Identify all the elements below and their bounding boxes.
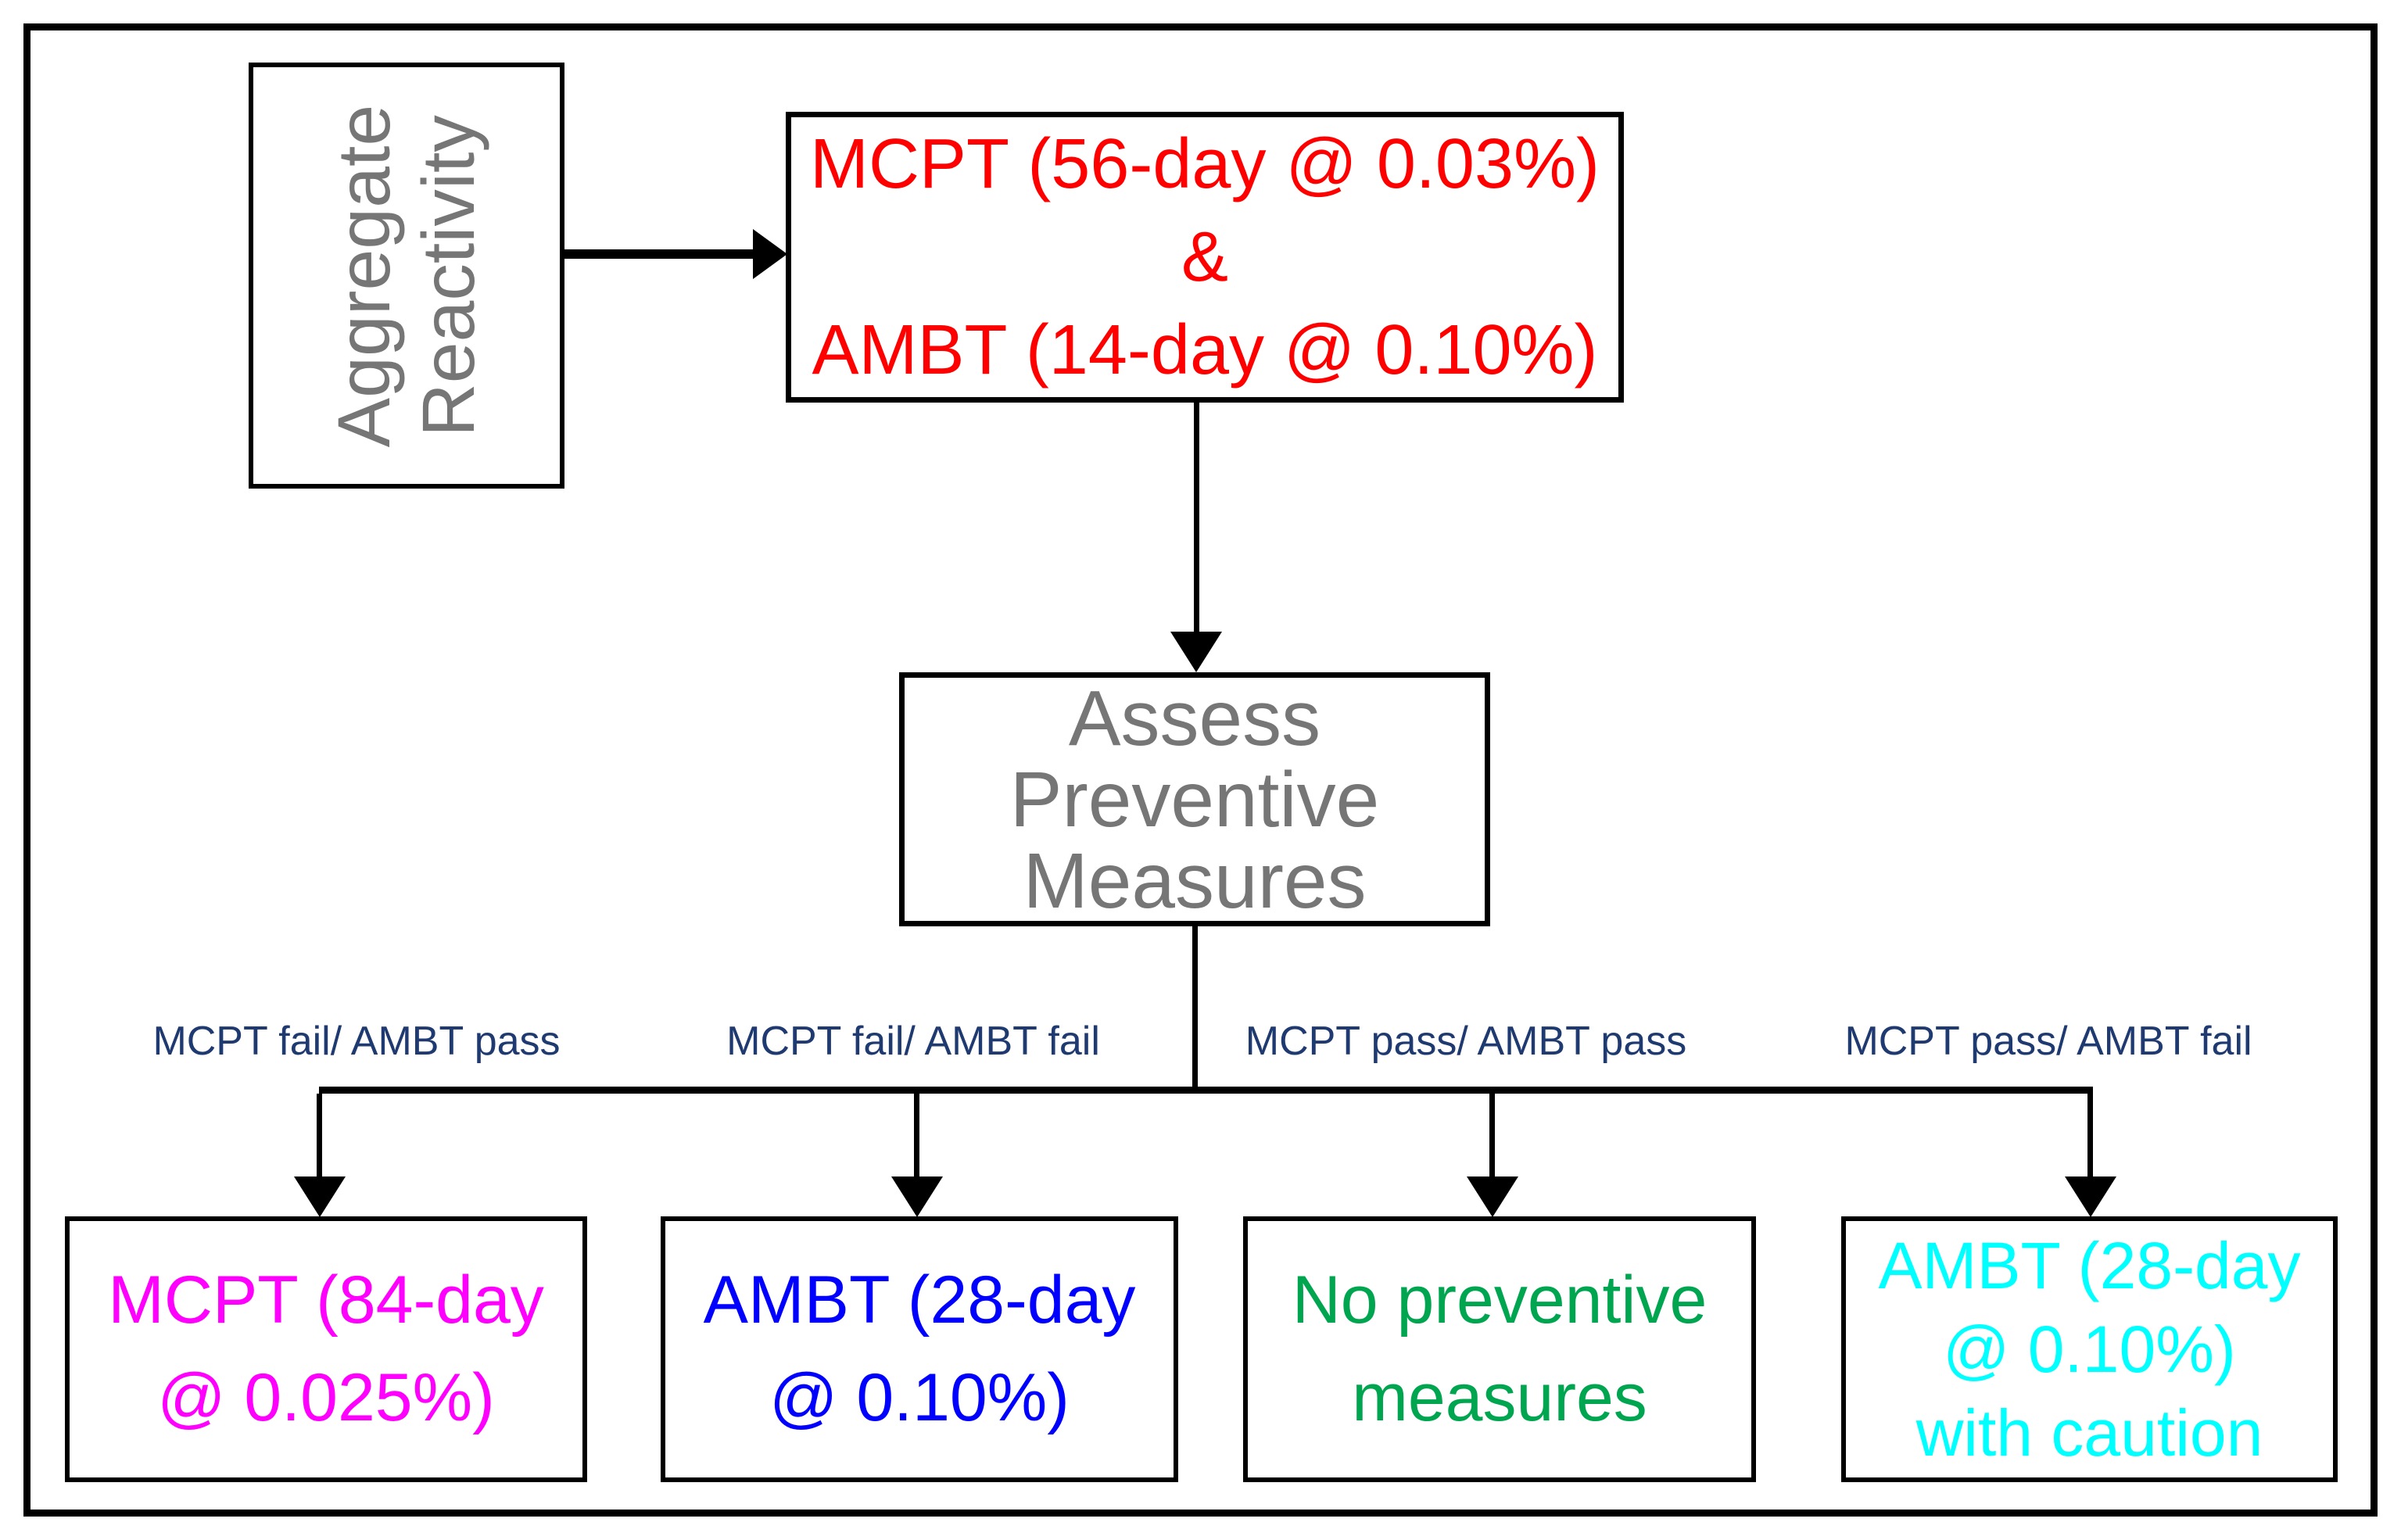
arrow-down-icon: [294, 1176, 346, 1217]
branch-arrow-2-line: [914, 1094, 919, 1178]
initial-tests-line-3: AMBT (14-day @ 0.10%): [812, 310, 1598, 389]
outcome-mcpt-84-day-box: MCPT (84-day @ 0.025%): [65, 1216, 587, 1482]
outcome-4-line-1: AMBT (28-day: [1878, 1228, 2301, 1302]
arrow-down-icon: [1467, 1176, 1518, 1217]
outcome-1-line-2: @ 0.025%): [157, 1360, 495, 1435]
outcome-4-line-2: @ 0.10%): [1943, 1312, 2236, 1386]
outcome-ambt-28-day-box: AMBT (28-day @ 0.10%): [661, 1216, 1178, 1482]
branch-arrow-1-line: [317, 1094, 322, 1178]
arrow-right-icon: [753, 229, 787, 279]
assess-to-branches-connector: [1192, 926, 1198, 1087]
outcome-no-preventive-measures-box: No preventive measures: [1243, 1216, 1756, 1482]
initial-tests-box: MCPT (56-day @ 0.03%) & AMBT (14-day @ 0…: [786, 112, 1624, 403]
aggregate-line-1: Aggregate: [323, 104, 406, 447]
aggregate-line-2: Reactivity: [407, 114, 490, 437]
arrow-aggregate-to-tests-line: [564, 249, 756, 259]
branch-arrow-4-line: [2087, 1094, 2093, 1178]
branch-distributor-line: [319, 1087, 2093, 1094]
arrow-tests-to-assess-line: [1194, 403, 1199, 635]
arrow-down-icon: [1170, 632, 1222, 672]
branch-condition-mcpt-fail-ambt-fail: MCPT fail/ AMBT fail: [726, 1019, 1100, 1064]
outcome-1-line-1: MCPT (84-day: [108, 1262, 544, 1338]
assess-line-1: Assess: [1068, 674, 1321, 762]
initial-tests-line-2: &: [1181, 217, 1229, 296]
outcome-4-line-3: with caution: [1915, 1395, 2263, 1470]
branch-condition-mcpt-pass-ambt-pass: MCPT pass/ AMBT pass: [1245, 1019, 1687, 1064]
branch-arrow-3-line: [1489, 1094, 1495, 1178]
initial-tests-line-1: MCPT (56-day @ 0.03%): [809, 124, 1600, 203]
outcome-2-line-1: AMBT (28-day: [703, 1262, 1136, 1338]
aggregate-reactivity-box: Aggregate Reactivity: [249, 63, 564, 489]
arrow-down-icon: [2065, 1176, 2116, 1217]
assess-line-2: Preventive: [1009, 755, 1380, 843]
outcome-3-line-2: measures: [1352, 1360, 1647, 1435]
branch-condition-mcpt-fail-ambt-pass: MCPT fail/ AMBT pass: [152, 1019, 561, 1064]
aggregate-reactivity-label: Aggregate Reactivity: [322, 104, 491, 446]
arrow-down-icon: [891, 1176, 943, 1217]
outcome-ambt-28-day-caution-box: AMBT (28-day @ 0.10%) with caution: [1841, 1216, 2338, 1482]
outcome-3-line-1: No preventive: [1292, 1262, 1708, 1338]
outcome-2-line-2: @ 0.10%): [769, 1360, 1070, 1435]
assess-line-3: Measures: [1023, 836, 1367, 925]
branch-condition-mcpt-pass-ambt-fail: MCPT pass/ AMBT fail: [1844, 1019, 2252, 1064]
assess-preventive-measures-box: Assess Preventive Measures: [899, 672, 1490, 926]
